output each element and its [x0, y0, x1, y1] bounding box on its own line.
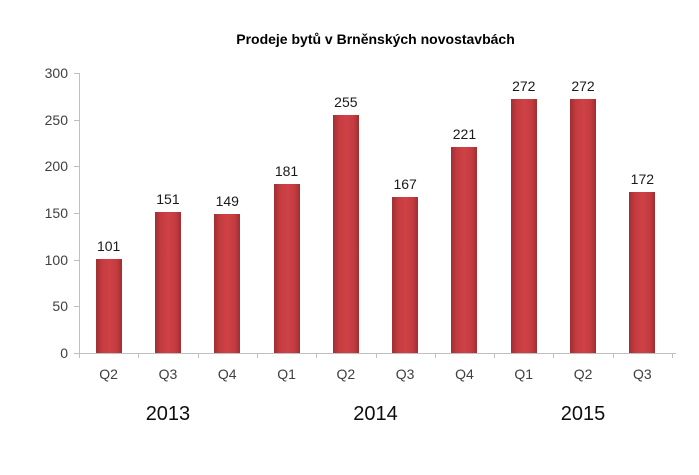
x-axis-tick-mark — [316, 354, 318, 358]
y-axis-tick-mark — [74, 119, 79, 121]
bar — [451, 146, 478, 353]
bar-value-label: 172 — [630, 171, 655, 188]
x-axis-category-label: Q2 — [573, 366, 593, 382]
bar-value-label: 255 — [334, 94, 358, 110]
x-axis-category-label: Q4 — [217, 366, 237, 382]
y-axis-line — [79, 73, 80, 354]
y-axis-tick-label: 50 — [52, 298, 68, 315]
x-axis-category-label: Q4 — [455, 366, 474, 382]
y-axis-tick-label: 300 — [44, 65, 68, 81]
y-axis-tick-mark — [74, 213, 79, 214]
x-axis-tick-mark — [375, 354, 377, 358]
x-axis-tick-mark — [494, 354, 496, 358]
x-axis-tick-mark — [138, 354, 140, 358]
x-axis-category-label: Q1 — [514, 366, 534, 382]
x-axis-year-label: 2014 — [353, 403, 398, 425]
bar-value-label: 167 — [393, 176, 417, 193]
bar — [154, 212, 181, 353]
y-axis-tick-label: 250 — [44, 111, 68, 128]
bar-value-label: 151 — [156, 191, 180, 208]
x-axis-tick-mark — [197, 354, 199, 358]
x-axis-tick-mark — [612, 354, 614, 358]
bar — [332, 115, 359, 353]
bar — [214, 213, 241, 353]
y-axis-tick-mark — [74, 259, 79, 261]
y-axis-tick-mark — [74, 166, 79, 168]
x-axis-tick-mark — [434, 354, 436, 358]
bar-value-label: 221 — [452, 125, 477, 142]
y-axis-tick-mark — [74, 353, 79, 354]
x-axis-category-label: Q3 — [632, 366, 652, 382]
x-axis-category-label: Q1 — [277, 366, 296, 382]
bar — [629, 192, 656, 353]
x-axis-tick-mark — [553, 354, 555, 358]
x-axis-line — [75, 353, 676, 354]
x-axis-category-label: Q3 — [158, 366, 178, 382]
x-axis-category-label: Q3 — [395, 366, 415, 382]
bar-value-label: 181 — [274, 163, 299, 180]
bar — [570, 99, 597, 353]
bar-value-label: 272 — [512, 78, 536, 95]
bar — [392, 197, 419, 353]
x-axis-tick-mark — [672, 354, 673, 358]
bar-value-label: 101 — [96, 237, 121, 254]
x-axis-category-label: Q2 — [99, 366, 118, 382]
y-axis-tick-label: 150 — [44, 205, 68, 221]
y-axis-tick-mark — [74, 306, 79, 308]
bar — [95, 258, 122, 353]
bar — [510, 99, 537, 353]
y-axis-tick-label: 100 — [44, 251, 68, 268]
x-axis-year-label: 2015 — [560, 403, 606, 425]
y-axis-tick-label: 0 — [60, 345, 68, 361]
bar-value-label: 149 — [215, 192, 239, 209]
x-axis-tick-mark — [79, 354, 80, 358]
bar — [273, 184, 300, 353]
y-axis-tick-mark — [74, 73, 79, 74]
x-axis-tick-mark — [256, 354, 258, 358]
x-axis-category-label: Q2 — [336, 366, 356, 382]
x-axis-year-label: 2013 — [145, 403, 191, 425]
chart-title: Prodeje bytů v Brněnských novostavbách — [236, 31, 515, 47]
bar-value-label: 272 — [571, 78, 595, 95]
y-axis-tick-label: 200 — [44, 158, 68, 175]
